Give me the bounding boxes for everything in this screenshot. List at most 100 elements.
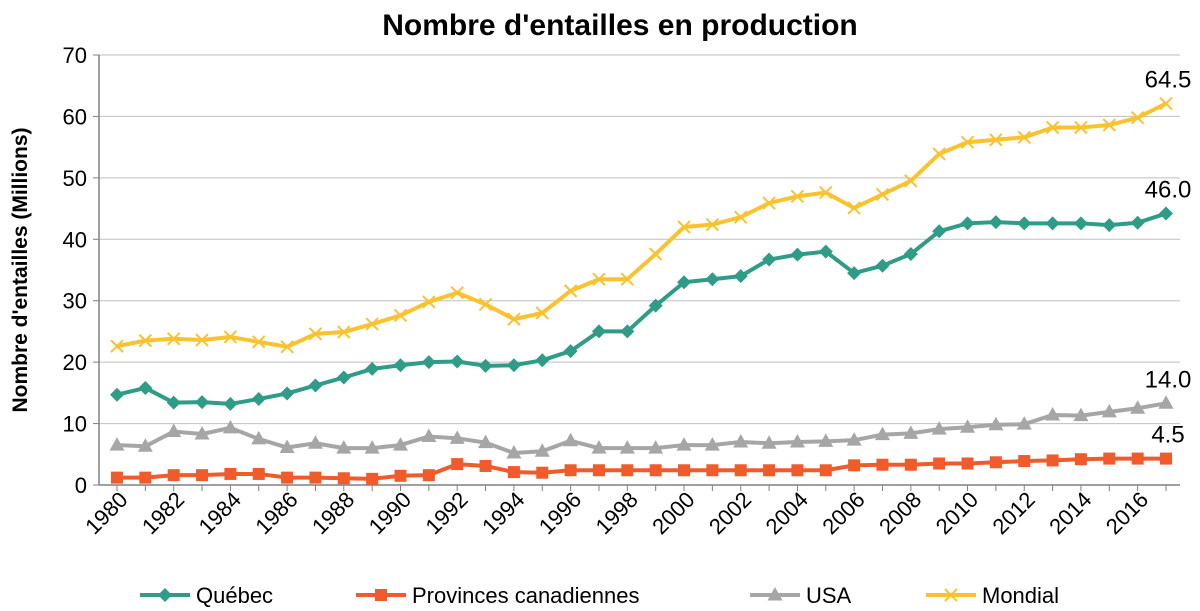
data-point [932,147,946,161]
data-point [308,378,323,393]
legend-marker [158,588,172,602]
data-point [222,419,238,434]
data-point [876,458,889,471]
series-qu-bec [110,206,1173,411]
data-point [110,339,124,353]
data-point [904,174,918,188]
legend-marker [944,588,958,602]
data-point [960,135,975,149]
data-point [649,464,662,477]
data-point [309,471,322,484]
x-tick-label: 2010 [931,487,983,539]
end-label: 64.5 [1145,67,1192,94]
data-point [1045,120,1060,135]
legend-label: Québec [196,583,273,608]
y-tick-label: 40 [63,227,87,252]
data-point [791,464,804,477]
data-point [818,433,834,447]
data-point [1074,120,1088,135]
data-point [563,344,578,359]
data-point [507,466,520,479]
data-point [1017,130,1031,145]
end-label: 14.0 [1145,366,1192,393]
data-point [733,269,748,284]
data-point [223,330,238,344]
data-point [166,423,182,438]
data-point [648,440,664,454]
data-point [534,443,550,457]
data-point [281,471,294,484]
data-point [1102,218,1117,233]
data-point [478,297,493,312]
data-point [706,464,719,477]
data-point [252,335,266,349]
data-point [394,469,407,482]
x-tick-label: 2012 [987,487,1039,539]
legend-label: Mondial [982,583,1059,608]
data-point [251,392,266,406]
series-line [116,211,1167,406]
data-point [137,438,153,452]
legend-label: USA [806,583,852,608]
data-point [450,286,464,300]
x-tick-label: 1994 [477,487,529,539]
legend-item: Mondial [926,583,1059,608]
data-point [989,456,1002,469]
data-point [365,317,379,331]
x-tick-label: 1990 [364,487,416,539]
data-point [1102,118,1117,132]
data-point [1073,216,1088,231]
x-tick-label: 2004 [761,487,813,539]
data-point [819,464,832,477]
data-point [195,395,210,410]
data-point [818,244,833,259]
data-point [1130,110,1145,125]
data-point [195,333,209,347]
series-group [109,96,1174,485]
data-point [790,247,805,262]
data-point [280,340,294,354]
x-tick-label: 1984 [194,487,246,539]
data-point [1159,96,1173,111]
x-tick-label: 2000 [647,487,699,539]
data-point [848,459,861,472]
y-tick-label: 50 [63,166,87,191]
data-point [365,361,380,376]
data-point [933,457,946,470]
data-point [535,306,549,320]
data-point [620,324,635,339]
data-point [536,466,549,479]
x-tick-label: 2002 [704,487,756,539]
y-axis-label: Nombre d'entailles (Millions) [9,127,32,412]
data-point [167,469,180,482]
data-point [733,434,749,448]
data-point [960,216,975,231]
series-provinces-canadiennes [111,452,1172,485]
data-point [1073,407,1089,422]
data-point [109,437,125,451]
x-tick-label: 2006 [817,487,869,539]
data-point [1101,403,1117,418]
end-labels: 46.0 4.5 14.0 64.5 [1145,67,1192,449]
x-tick-label: 1982 [137,487,189,539]
data-point [761,435,777,449]
data-point [563,284,578,298]
data-point [1131,452,1144,465]
data-point [704,437,720,451]
series-line [117,456,1166,481]
data-point [337,472,350,485]
data-point [677,275,692,290]
data-point [789,434,805,448]
x-tick-label: 1996 [534,487,586,539]
data-point [1074,453,1087,466]
data-point [224,467,237,480]
y-tick-label: 20 [63,350,87,375]
data-point [336,440,352,454]
data-point [421,355,436,370]
data-point [366,472,379,485]
data-point [308,327,323,341]
data-point [450,354,465,369]
series-line [116,401,1167,456]
legend-marker [767,587,783,601]
data-point [138,333,153,348]
